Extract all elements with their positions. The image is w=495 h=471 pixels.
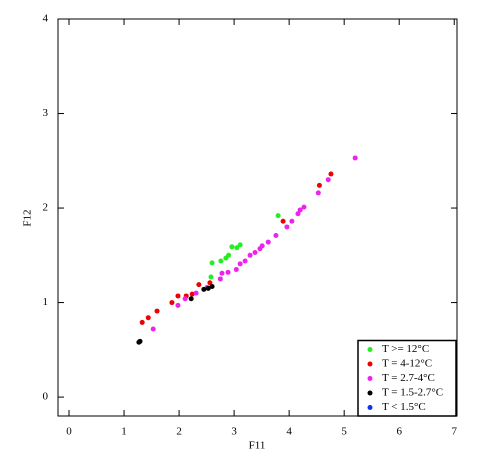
legend-marker [367,376,373,381]
point [225,269,231,275]
legend-box [357,339,457,417]
point [188,296,194,302]
legend-marker [367,390,373,396]
point [175,302,181,308]
point [234,245,240,251]
point [208,274,214,280]
x-tick-label: 1 [121,426,127,438]
x-tick-label: 3 [231,426,237,438]
point [242,258,248,264]
legend-label: T >= 12°C [382,343,429,355]
x-tick-label: 5 [341,426,347,438]
point [252,249,258,255]
point [316,182,322,188]
point [139,319,145,325]
point [189,291,195,297]
point [237,242,243,248]
point [284,224,290,230]
point [218,258,224,264]
y-tick-label: 2 [43,202,49,214]
point [145,315,151,321]
point [217,276,223,282]
plot-frame [57,18,458,417]
point [201,286,207,292]
point [169,300,175,306]
point [301,204,307,210]
point [275,213,281,219]
point [209,284,215,290]
legend-label: T = 4-12°C [382,358,432,370]
point [289,218,295,224]
legend-label: T < 1.5°C [382,401,426,413]
point [265,239,271,245]
legend-marker [367,361,373,367]
point [205,285,211,291]
point [226,252,232,258]
point [207,280,213,286]
y-tick-label: 3 [43,107,49,119]
legend-label: T = 1.5-2.7°C [382,387,443,399]
point [182,296,188,302]
point [257,246,263,252]
x-tick-label: 0 [66,426,72,438]
x-tick-label: 7 [451,426,457,438]
point [247,252,253,258]
point [137,338,143,344]
y-tick-label: 4 [43,13,49,25]
y-tick-label: 1 [43,296,49,308]
point [315,190,321,196]
point [328,171,334,177]
point [175,293,181,299]
point [150,326,156,332]
point [196,282,202,288]
legend-marker [367,405,373,410]
point [237,261,243,267]
legend-label: T = 2.7-4°C [382,372,435,384]
point [209,260,215,266]
point [219,270,225,276]
x-tick-label: 4 [286,426,292,438]
point [280,218,286,224]
point [325,177,331,183]
point [193,290,199,296]
point [273,232,279,238]
y-tick-label: 0 [43,391,49,403]
x-tick-label: 2 [176,426,182,438]
legend-marker [367,347,373,352]
point [229,244,235,250]
point [154,308,160,314]
x-axis-label: F11 [249,440,266,452]
point [352,155,358,161]
point [297,207,303,213]
point [295,211,301,217]
x-tick-label: 6 [396,426,402,438]
y-axis-label: F12 [22,209,34,226]
point [233,266,239,272]
